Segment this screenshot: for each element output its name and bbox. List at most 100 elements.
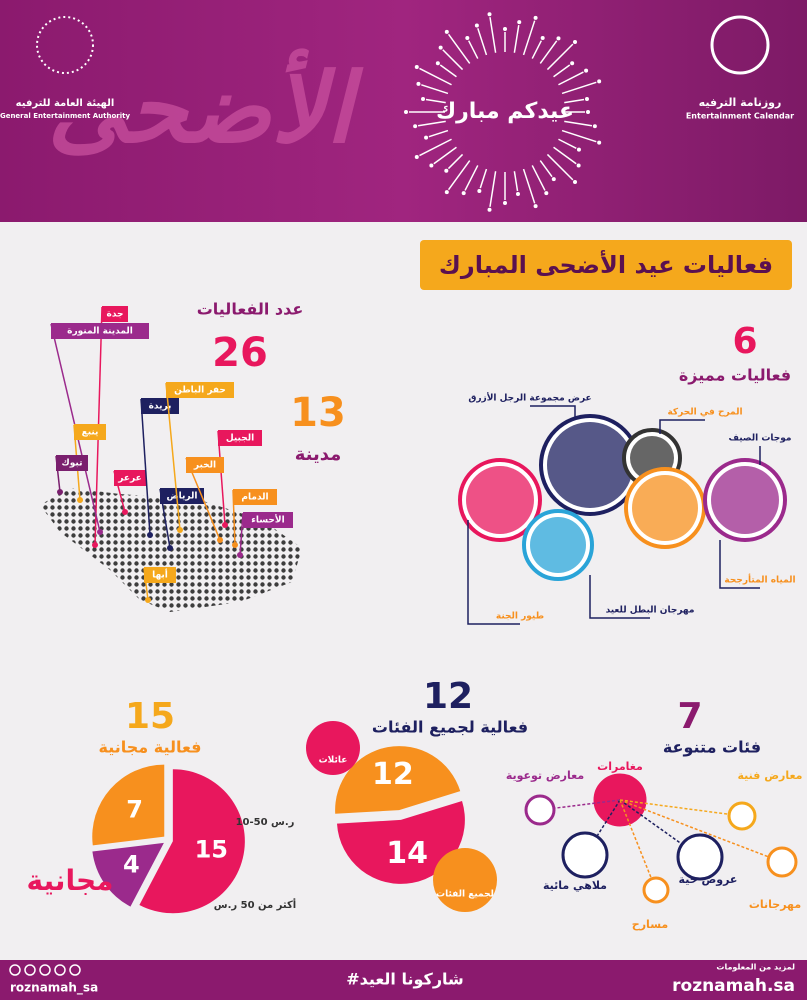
burst-dot [503,201,507,205]
city-pin [145,597,151,603]
burst-dot [570,61,575,66]
footer-background [0,960,807,1000]
city-name: الدمام [241,493,268,503]
flag-pole [140,398,151,536]
burst-dot [416,81,421,86]
price-slice-label: أكثر من 50 ر.س [214,898,296,911]
city-name: عرعر [117,474,142,484]
burst-ray [417,120,446,127]
burst-dot [556,36,561,41]
burst-dot [429,163,434,168]
burst-ray [477,28,488,56]
city-label: مدينة [295,444,342,465]
category-label: مهرجانات [749,898,801,911]
category-label: معارض توعوية [506,769,584,782]
burst-dot [413,124,418,129]
burst-dot [404,110,408,114]
event-photo-fill [711,466,779,534]
burst-ray [468,40,479,59]
pie-slice [335,746,461,814]
city-pin [147,532,153,538]
network-link [619,799,783,863]
category-label: مغامرات [597,760,643,773]
burst-dot [503,27,507,31]
flag [141,398,179,414]
website: roznamah.sa [672,976,795,996]
event-photo-fill [547,422,633,508]
category-node [676,833,724,881]
burst-ray [553,64,571,78]
city-name: أبها [152,569,168,581]
city-pin [177,527,183,533]
families-label: عائلات [319,756,348,766]
header-background [0,0,807,222]
city-name: الرياض [167,492,198,502]
burst-ray [531,40,542,59]
city-name: المدينة المنورة [67,327,133,337]
slice-value: 4 [123,850,140,878]
connector [719,540,760,589]
event-photo-fill [530,517,586,573]
city-name: ينبع [82,428,99,438]
burst-dot [421,97,426,102]
burst-ray [522,168,536,204]
network-link [619,799,657,891]
hashtag: #شاركونا العيد [346,970,464,989]
pie-slice [92,764,165,846]
burst-ray [447,160,471,191]
pie-slice [336,801,465,884]
all-ages-label: فعالية لجميع الفئات [372,718,528,737]
burst-dot [597,140,602,145]
category-node [727,801,757,831]
authority-name-en: General Entertainment Authority [0,112,130,120]
flag [186,457,224,473]
city-pin [167,545,173,551]
category-node [524,794,556,826]
pie-slice [139,769,245,914]
category-label: ملاهي مائية [543,879,607,892]
all-ages-count: 12 [423,676,473,717]
flag [102,306,128,322]
social-icon [69,964,81,976]
burst-ray [561,81,597,95]
calendar-name-ar: روزنامة الترفيه [699,96,782,109]
burst-dot [487,12,492,17]
flag [218,430,262,446]
burst-ray [539,40,558,64]
burst-dot [435,61,440,66]
burst-dot [533,15,538,20]
free-label: فعالية مجانية [98,738,201,757]
categories-count: 7 [677,696,702,737]
authority-name-ar: الهيئة العامة للترفيه [16,98,115,109]
connector [659,419,705,434]
connector [467,520,520,625]
featured-label: فعاليات مميزة [679,366,791,385]
burst-ray [513,171,519,192]
burst-ray [522,20,536,56]
burst-ray [419,138,452,157]
burst-dot [444,29,449,34]
slice-value: 7 [126,795,143,823]
everyone-label: لجميع الفئات [436,890,494,900]
everyone-bubble [433,848,497,912]
flag [233,489,277,505]
city-name: تبوك [62,459,83,469]
burst-dot [573,39,578,44]
categories-label: فئات متنوعة [663,738,761,757]
flag [160,488,204,504]
flag [51,323,149,339]
featured-item: طيور الجنة [496,612,544,622]
category-label: معارض فنية [738,769,803,782]
flag [166,382,234,398]
burst-dot [515,191,520,196]
social-icon [54,964,66,976]
city-pin [222,522,228,528]
greeting: عيدكم مبارك [436,99,574,124]
main-title: فعاليات عيد الأضحى المبارك [439,250,773,279]
city-name: حفر الباطن [174,386,226,396]
flag [114,470,146,486]
authority-logo [36,16,94,74]
city-pin [122,509,128,515]
city-pin [92,542,98,548]
